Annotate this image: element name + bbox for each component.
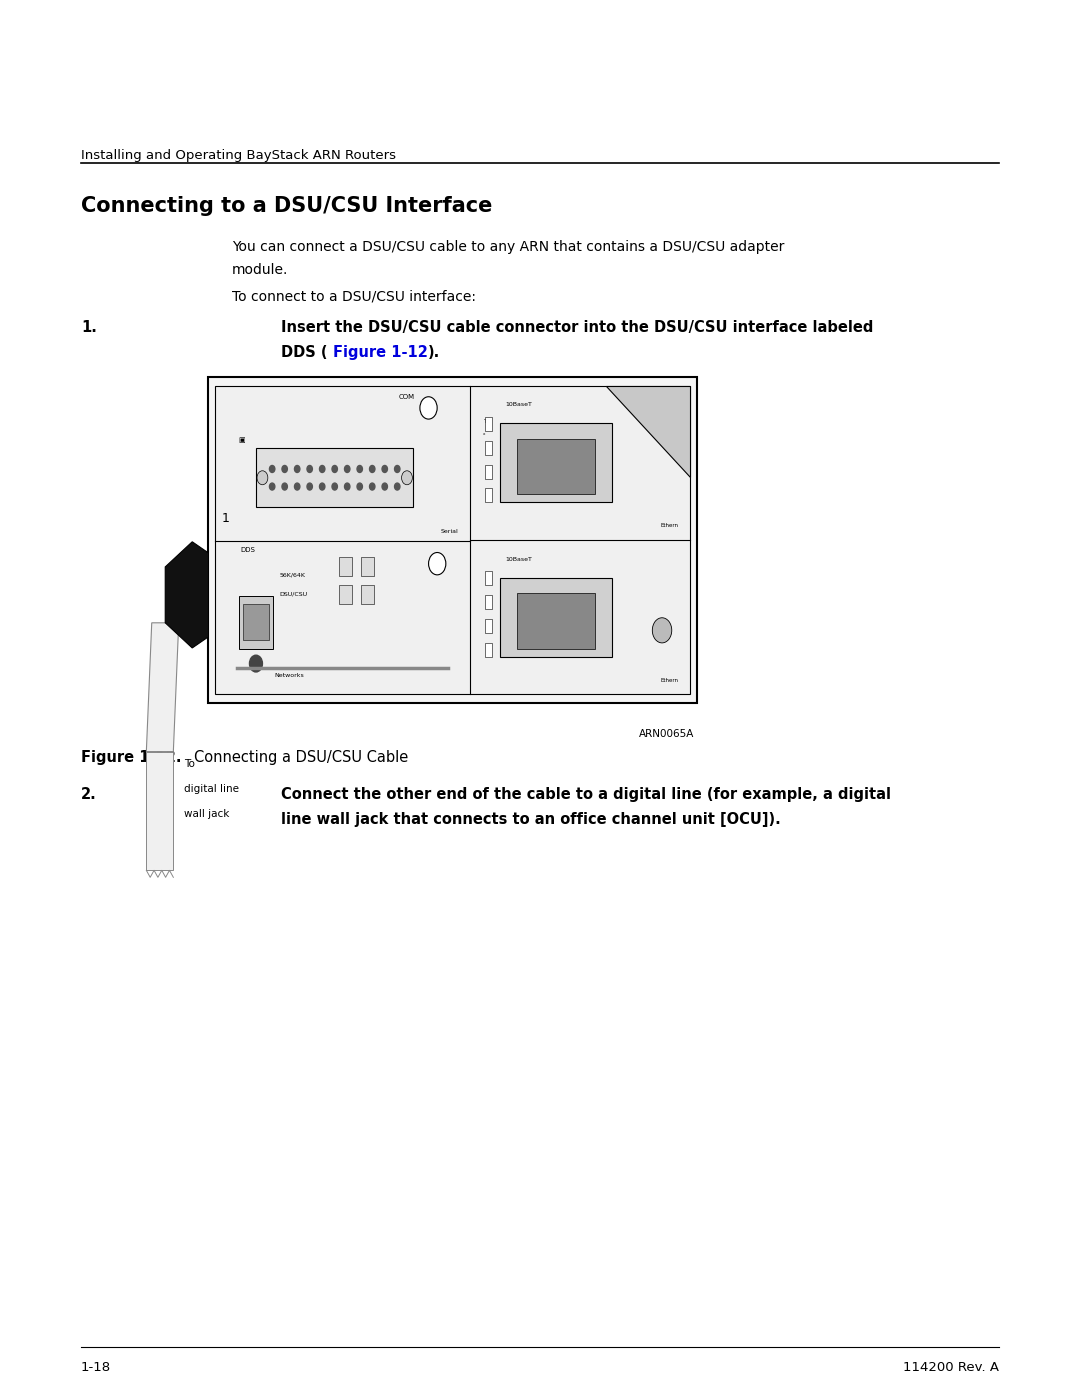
FancyBboxPatch shape	[516, 594, 595, 648]
FancyBboxPatch shape	[243, 604, 269, 640]
Circle shape	[394, 483, 400, 490]
Circle shape	[282, 465, 287, 472]
Text: Figure 1-12.: Figure 1-12.	[81, 750, 181, 766]
Circle shape	[402, 471, 413, 485]
FancyBboxPatch shape	[147, 752, 173, 870]
FancyBboxPatch shape	[485, 619, 492, 633]
Circle shape	[394, 465, 400, 472]
FancyBboxPatch shape	[485, 465, 492, 479]
Text: Installing and Operating BayStack ARN Routers: Installing and Operating BayStack ARN Ro…	[81, 149, 396, 162]
Polygon shape	[165, 542, 208, 648]
Text: To: To	[185, 759, 195, 768]
Circle shape	[382, 465, 388, 472]
Text: Connect the other end of the cable to a digital line (for example, a digital: Connect the other end of the cable to a …	[281, 787, 891, 802]
Text: Insert the DSU/CSU cable connector into the DSU/CSU interface labeled: Insert the DSU/CSU cable connector into …	[281, 320, 873, 335]
Text: ).: ).	[428, 345, 440, 360]
Text: 10BaseT: 10BaseT	[505, 402, 532, 408]
Polygon shape	[606, 386, 690, 476]
FancyBboxPatch shape	[500, 423, 611, 503]
FancyBboxPatch shape	[239, 595, 273, 648]
Text: 114200 Rev. A: 114200 Rev. A	[903, 1361, 999, 1373]
FancyBboxPatch shape	[485, 418, 492, 432]
Text: DDS (: DDS (	[281, 345, 327, 360]
FancyBboxPatch shape	[361, 584, 374, 604]
FancyBboxPatch shape	[516, 439, 595, 495]
FancyBboxPatch shape	[339, 556, 352, 576]
Text: Serial: Serial	[441, 529, 459, 534]
Text: 10BaseT: 10BaseT	[505, 557, 532, 562]
Text: wall jack: wall jack	[185, 809, 230, 819]
Circle shape	[249, 655, 262, 672]
FancyBboxPatch shape	[485, 489, 492, 503]
Text: DDS: DDS	[241, 546, 256, 553]
Text: DSU/CSU: DSU/CSU	[280, 591, 308, 597]
Text: To connect to a DSU/CSU interface:: To connect to a DSU/CSU interface:	[232, 289, 476, 303]
Text: You can connect a DSU/CSU cable to any ARN that contains a DSU/CSU adapter: You can connect a DSU/CSU cable to any A…	[232, 240, 784, 254]
Circle shape	[345, 465, 350, 472]
Text: T: T	[483, 419, 486, 425]
Circle shape	[307, 483, 312, 490]
FancyBboxPatch shape	[215, 386, 690, 694]
Polygon shape	[147, 623, 179, 752]
Circle shape	[282, 483, 287, 490]
Circle shape	[369, 483, 375, 490]
FancyBboxPatch shape	[256, 448, 414, 507]
Text: module.: module.	[232, 263, 288, 277]
Text: line wall jack that connects to an office channel unit [OCU]).: line wall jack that connects to an offic…	[281, 812, 781, 827]
Text: ▣: ▣	[239, 437, 245, 443]
Text: x: x	[483, 432, 485, 436]
Circle shape	[369, 465, 375, 472]
Text: Connecting a DSU/CSU Cable: Connecting a DSU/CSU Cable	[194, 750, 408, 766]
Text: 1-18: 1-18	[81, 1361, 111, 1373]
Text: COM: COM	[399, 394, 415, 400]
FancyBboxPatch shape	[339, 584, 352, 604]
FancyBboxPatch shape	[485, 595, 492, 609]
Text: 1.: 1.	[81, 320, 97, 335]
Circle shape	[357, 483, 363, 490]
FancyBboxPatch shape	[208, 377, 697, 703]
Circle shape	[332, 465, 337, 472]
Circle shape	[429, 552, 446, 574]
FancyBboxPatch shape	[485, 643, 492, 657]
Circle shape	[257, 471, 268, 485]
Text: 2.: 2.	[81, 787, 97, 802]
Text: Networks: Networks	[274, 673, 305, 679]
Circle shape	[345, 483, 350, 490]
FancyBboxPatch shape	[361, 556, 374, 576]
Circle shape	[307, 465, 312, 472]
Circle shape	[357, 465, 363, 472]
Text: Figure 1-12: Figure 1-12	[333, 345, 428, 360]
Circle shape	[420, 397, 437, 419]
FancyBboxPatch shape	[485, 441, 492, 455]
FancyBboxPatch shape	[485, 571, 492, 585]
Text: ARN0065A: ARN0065A	[639, 729, 694, 739]
Text: Ethern: Ethern	[660, 524, 678, 528]
Circle shape	[320, 483, 325, 490]
Circle shape	[382, 483, 388, 490]
Text: 56K/64K: 56K/64K	[280, 571, 306, 577]
Circle shape	[270, 483, 274, 490]
Circle shape	[652, 617, 672, 643]
FancyBboxPatch shape	[500, 577, 611, 657]
Circle shape	[295, 465, 300, 472]
Circle shape	[320, 465, 325, 472]
Text: digital line: digital line	[185, 784, 239, 793]
Text: Ethern: Ethern	[660, 678, 678, 683]
Circle shape	[295, 483, 300, 490]
Text: 1: 1	[221, 513, 229, 525]
Circle shape	[270, 465, 274, 472]
Circle shape	[332, 483, 337, 490]
Text: Connecting to a DSU/CSU Interface: Connecting to a DSU/CSU Interface	[81, 196, 492, 215]
